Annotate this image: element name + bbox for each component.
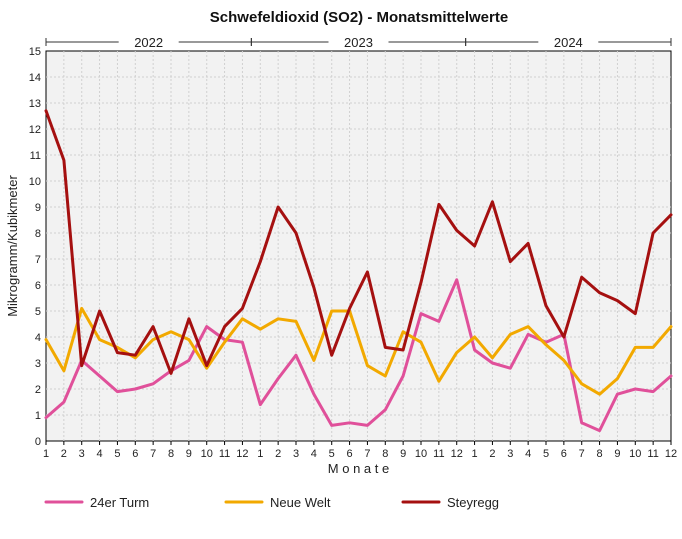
y-tick-label: 5 (35, 306, 41, 318)
x-tick-label: 12 (665, 448, 677, 460)
x-tick-label: 4 (525, 448, 531, 460)
x-tick-label: 12 (236, 448, 248, 460)
legend-label: Steyregg (447, 495, 499, 510)
x-tick-label: 1 (472, 448, 478, 460)
x-tick-label: 11 (647, 448, 658, 460)
x-tick-label: 12 (451, 448, 463, 460)
x-tick-label: 9 (614, 448, 620, 460)
grid-lines (46, 51, 671, 441)
x-tick-label: 10 (201, 448, 213, 460)
x-tick-label: 3 (79, 448, 85, 460)
y-tick-label: 7 (35, 254, 41, 266)
x-tick-label: 1 (43, 448, 49, 460)
year-band: 2022 2023 2024 (45, 35, 672, 50)
plot-area (45, 50, 672, 442)
y-tick-label: 4 (35, 332, 41, 344)
legend-label: Neue Welt (270, 495, 331, 510)
y-tick-label: 12 (29, 124, 41, 136)
x-tick-label: 9 (186, 448, 192, 460)
x-axis-ticks: 1 2 3 4 5 6 7 8 9 10 11 12 1 2 3 4 5 6 7 8 9 10 11 12 1 2 3 4 5 6 7 8 9 1… (43, 441, 677, 460)
y-tick-label: 15 (29, 46, 41, 58)
year-label: 2023 (344, 35, 373, 50)
y-axis-label: Mikrogramm/Kubikmeter (5, 175, 20, 317)
x-tick-label: 10 (415, 448, 427, 460)
legend-label: 24er Turm (90, 495, 149, 510)
x-tick-label: 2 (275, 448, 281, 460)
y-tick-label: 3 (35, 358, 41, 370)
y-tick-label: 9 (35, 202, 41, 214)
x-tick-label: 11 (433, 448, 444, 460)
x-tick-label: 10 (629, 448, 641, 460)
x-axis-label: M o n a t e (328, 461, 389, 476)
x-tick-label: 6 (132, 448, 138, 460)
legend: 24er Turm Neue Welt Steyregg (44, 495, 499, 510)
series-line-steyregg (44, 109, 673, 375)
x-tick-label: 8 (382, 448, 388, 460)
y-tick-label: 11 (30, 150, 41, 162)
y-tick-label: 6 (35, 280, 41, 292)
year-label: 2022 (134, 35, 163, 50)
x-tick-label: 9 (400, 448, 406, 460)
x-tick-label: 7 (579, 448, 585, 460)
y-tick-label: 14 (29, 72, 41, 84)
x-tick-label: 11 (219, 448, 230, 460)
series-line-neue-welt (44, 306, 673, 396)
y-tick-label: 13 (29, 98, 41, 110)
x-tick-label: 4 (97, 448, 103, 460)
x-tick-label: 2 (489, 448, 495, 460)
x-tick-label: 5 (543, 448, 549, 460)
x-tick-label: 5 (329, 448, 335, 460)
year-label: 2024 (554, 35, 583, 50)
y-tick-label: 8 (35, 228, 41, 240)
series-line-24er-turm (44, 278, 673, 433)
x-tick-label: 8 (168, 448, 174, 460)
y-tick-label: 1 (35, 410, 41, 422)
x-tick-label: 4 (311, 448, 317, 460)
chart-title: Schwefeldioxid (SO2) - Monatsmittelwerte (210, 9, 508, 26)
x-tick-label: 3 (293, 448, 299, 460)
x-tick-label: 1 (257, 448, 263, 460)
x-tick-label: 8 (597, 448, 603, 460)
x-tick-label: 5 (114, 448, 120, 460)
x-tick-label: 7 (150, 448, 156, 460)
y-tick-label: 0 (35, 436, 41, 448)
y-tick-label: 10 (29, 176, 41, 188)
series-lines (44, 109, 673, 433)
x-tick-label: 2 (61, 448, 67, 460)
x-tick-label: 3 (507, 448, 513, 460)
x-tick-label: 6 (347, 448, 353, 460)
x-tick-label: 7 (364, 448, 370, 460)
x-tick-label: 6 (561, 448, 567, 460)
y-tick-label: 2 (35, 384, 41, 396)
